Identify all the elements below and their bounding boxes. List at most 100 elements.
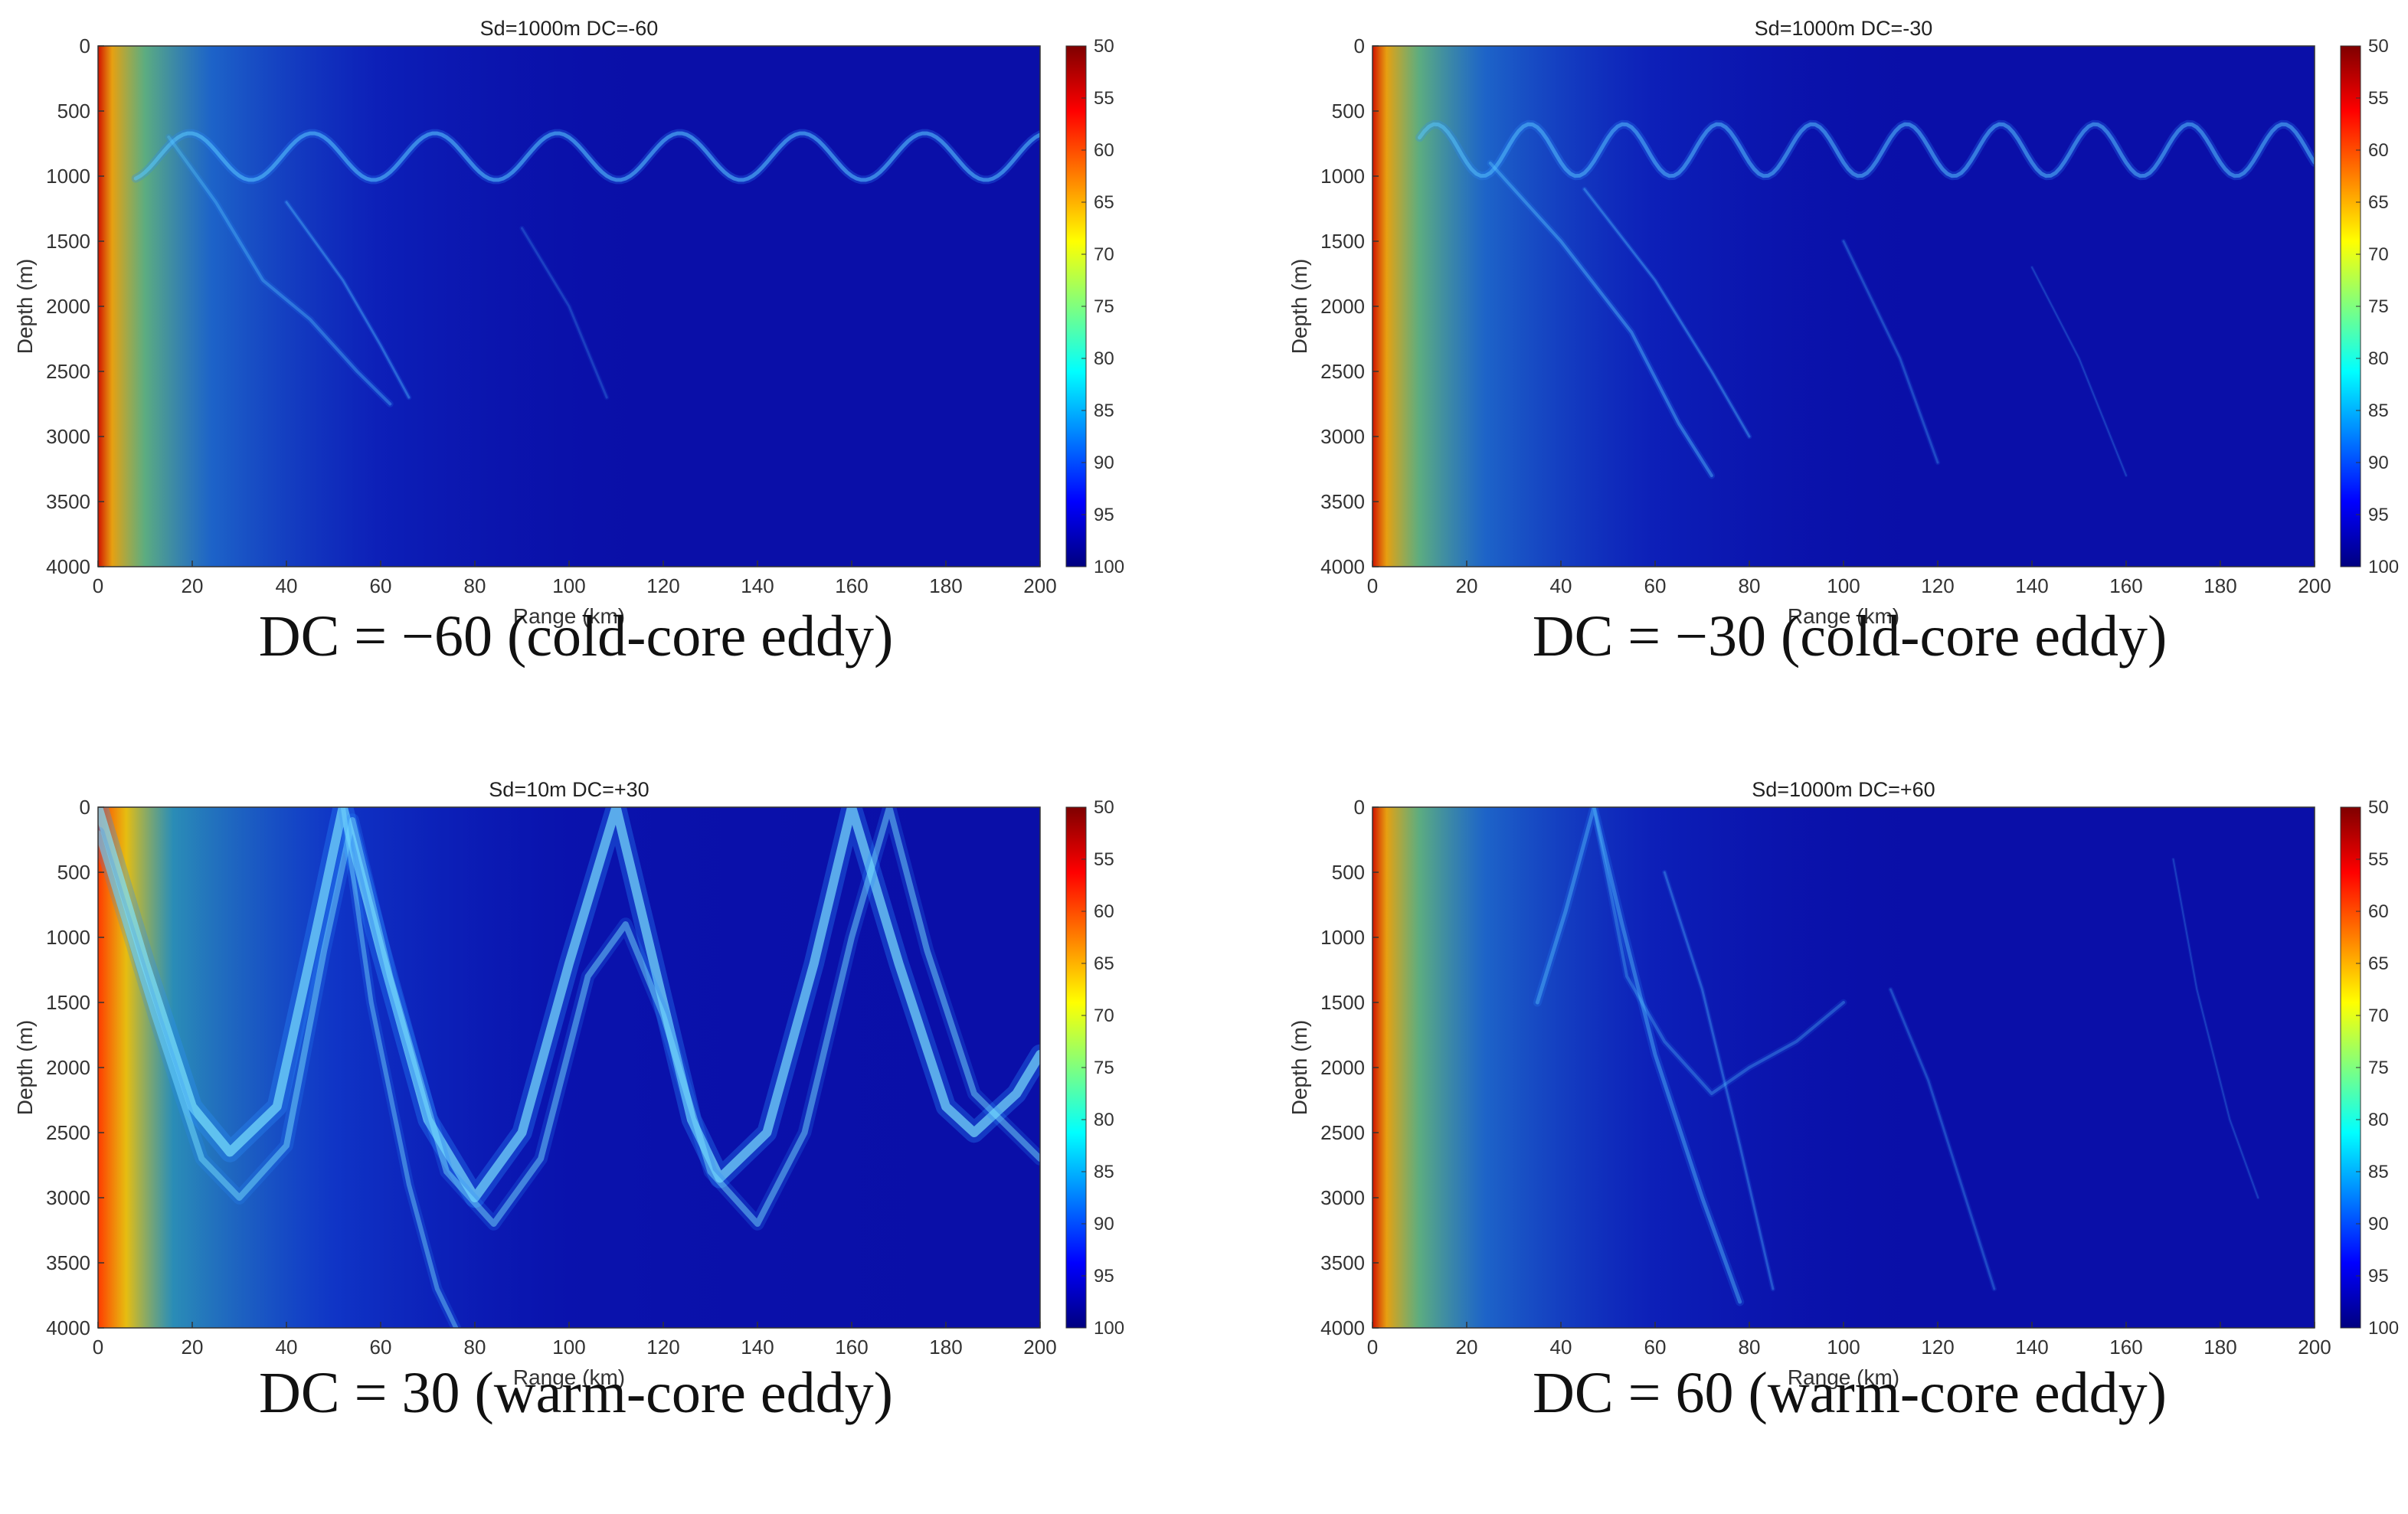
ray-path bbox=[133, 131, 1040, 182]
heatmap-panel-bottom-right: Sd=1000m DC=+60 0 20 40 60 80 100 120 140 160 180 2… bbox=[1274, 761, 2408, 1397]
colorbar-tick-label: 55 bbox=[1094, 849, 1114, 870]
ray-path-glow bbox=[1533, 807, 1745, 1306]
x-tick-label: 180 bbox=[2204, 574, 2236, 597]
x-tick-label: 120 bbox=[1921, 574, 1954, 597]
x-tick-label: 40 bbox=[1550, 574, 1572, 597]
ray-path bbox=[1663, 871, 1775, 1290]
colorbar-tick-label: 80 bbox=[2368, 348, 2389, 369]
x-tick-label: 160 bbox=[835, 1336, 868, 1359]
y-tick-label: 0 bbox=[1354, 796, 1365, 819]
x-tick-label: 0 bbox=[1367, 1336, 1378, 1359]
y-tick-label: 2500 bbox=[46, 360, 90, 383]
colorbar-tick-label: 90 bbox=[2368, 1214, 2389, 1234]
colorbar-tick-label: 50 bbox=[2368, 36, 2389, 57]
x-tick-label: 100 bbox=[552, 574, 585, 597]
ray-path bbox=[1592, 807, 1845, 1095]
x-tick-label: 60 bbox=[370, 1336, 392, 1359]
x-tick-label: 0 bbox=[1367, 574, 1378, 597]
y-tick-label: 2000 bbox=[1320, 1056, 1365, 1079]
x-tick-label: 20 bbox=[182, 574, 204, 597]
ray-path bbox=[1842, 240, 1939, 464]
x-axis-label: Range (km) bbox=[513, 604, 625, 628]
x-tick-label: 180 bbox=[929, 574, 962, 597]
ray-path-glow bbox=[165, 133, 394, 407]
ray-path-glow bbox=[98, 807, 1040, 1231]
colorbar-tick-label: 85 bbox=[1094, 1162, 1114, 1182]
y-tick-label: 3000 bbox=[46, 1186, 90, 1209]
x-tick-label: 120 bbox=[646, 574, 679, 597]
x-tick-label: 100 bbox=[552, 1336, 585, 1359]
x-tick-label: 40 bbox=[276, 1336, 298, 1359]
ray-path bbox=[1535, 807, 1742, 1304]
colorbar-tick-label: 75 bbox=[1094, 296, 1114, 317]
heatmap-svg: Sd=1000m DC=-60 0 20 40 60 80 100 120 140 160 180 2… bbox=[13, 17, 1124, 628]
x-tick-label: 20 bbox=[1456, 1336, 1478, 1359]
colorbar-tick-label: 80 bbox=[1094, 1110, 1114, 1130]
x-tick-label: 160 bbox=[2109, 1336, 2142, 1359]
y-axis-label: Depth (m) bbox=[1287, 1020, 1311, 1115]
y-tick-label: 1500 bbox=[46, 230, 90, 253]
near-source-field bbox=[98, 46, 1040, 567]
y-tick-label: 3500 bbox=[1320, 1251, 1365, 1274]
colorbar-tick-label: 90 bbox=[1094, 453, 1114, 473]
y-tick-label: 2000 bbox=[46, 1056, 90, 1079]
colorbar-tick-label: 70 bbox=[2368, 1006, 2389, 1026]
colorbar-tick-label: 80 bbox=[1094, 348, 1114, 369]
y-tick-label: 0 bbox=[80, 796, 90, 819]
y-tick-label: 2500 bbox=[46, 1121, 90, 1144]
chart-title: Sd=1000m DC=+60 bbox=[1752, 778, 1935, 801]
y-tick-label: 1000 bbox=[1320, 926, 1365, 949]
colorbar-tick-label: 55 bbox=[2368, 88, 2389, 109]
heatmap-svg: Sd=10m DC=+30 0 20 40 60 80 100 120 140 160 180 200… bbox=[13, 778, 1124, 1389]
x-tick-label: 160 bbox=[2109, 574, 2142, 597]
ray-path bbox=[1889, 988, 1996, 1290]
ray-path bbox=[1488, 162, 1713, 477]
colorbar-tick-label: 55 bbox=[2368, 849, 2389, 870]
caption-bottom-left: DC = 30 (warm-core eddy) bbox=[259, 1361, 893, 1425]
colorbar-tick-label: 75 bbox=[2368, 296, 2389, 317]
colorbar-tick-label: 75 bbox=[2368, 1058, 2389, 1078]
x-tick-label: 200 bbox=[2298, 574, 2331, 597]
y-tick-label: 4000 bbox=[46, 555, 90, 578]
colorbar-tick-label: 85 bbox=[2368, 401, 2389, 421]
y-tick-label: 2500 bbox=[1320, 1121, 1365, 1144]
y-tick-label: 2000 bbox=[1320, 295, 1365, 318]
y-tick-label: 3000 bbox=[1320, 425, 1365, 448]
colorbar-tick-label: 100 bbox=[1094, 557, 1124, 577]
ray-path bbox=[2031, 267, 2127, 476]
ray-path-glow bbox=[2171, 857, 2260, 1200]
caption-top-left: DC = −60 (cold-core eddy) bbox=[258, 604, 894, 669]
near-source-field bbox=[98, 807, 1040, 1328]
ray-path-glow bbox=[519, 225, 610, 401]
x-tick-label: 0 bbox=[93, 1336, 103, 1359]
ray-path bbox=[167, 136, 392, 406]
y-tick-label: 2000 bbox=[46, 295, 90, 318]
x-axis-label: Range (km) bbox=[513, 1365, 625, 1389]
x-tick-label: 100 bbox=[1827, 1336, 1860, 1359]
colorbar-tick-label: 50 bbox=[1094, 797, 1114, 818]
colorbar-tick-label: 80 bbox=[2368, 1110, 2389, 1130]
y-tick-label: 1500 bbox=[46, 991, 90, 1014]
colorbar-tick-label: 50 bbox=[2368, 797, 2389, 818]
heatmap-svg: Sd=1000m DC=+60 0 20 40 60 80 100 120 140 160 180 2… bbox=[1287, 778, 2399, 1389]
y-tick-label: 500 bbox=[1332, 100, 1365, 123]
x-tick-label: 200 bbox=[1023, 574, 1056, 597]
colorbar-tick-label: 85 bbox=[1094, 401, 1114, 421]
colorbar-tick-label: 70 bbox=[1094, 244, 1114, 265]
colorbar-tick-label: 90 bbox=[2368, 453, 2389, 473]
ray-path-glow bbox=[1582, 186, 1752, 440]
x-axis-label: Range (km) bbox=[1788, 604, 1899, 628]
colorbar-tick-label: 75 bbox=[1094, 1058, 1114, 1078]
x-tick-label: 0 bbox=[93, 574, 103, 597]
y-tick-label: 500 bbox=[57, 861, 90, 884]
x-tick-label: 40 bbox=[1550, 1336, 1572, 1359]
colorbar-tick-label: 60 bbox=[1094, 901, 1114, 922]
chart-title: Sd=1000m DC=-60 bbox=[480, 17, 659, 40]
x-tick-label: 80 bbox=[1739, 1336, 1761, 1359]
colorbar-tick-label: 65 bbox=[1094, 953, 1114, 974]
colorbar-tick-label: 95 bbox=[2368, 505, 2389, 525]
colorbar-tick-label: 95 bbox=[1094, 1266, 1114, 1287]
colorbar-tick-label: 55 bbox=[1094, 88, 1114, 109]
x-tick-label: 180 bbox=[2204, 1336, 2236, 1359]
x-tick-label: 200 bbox=[2298, 1336, 2331, 1359]
